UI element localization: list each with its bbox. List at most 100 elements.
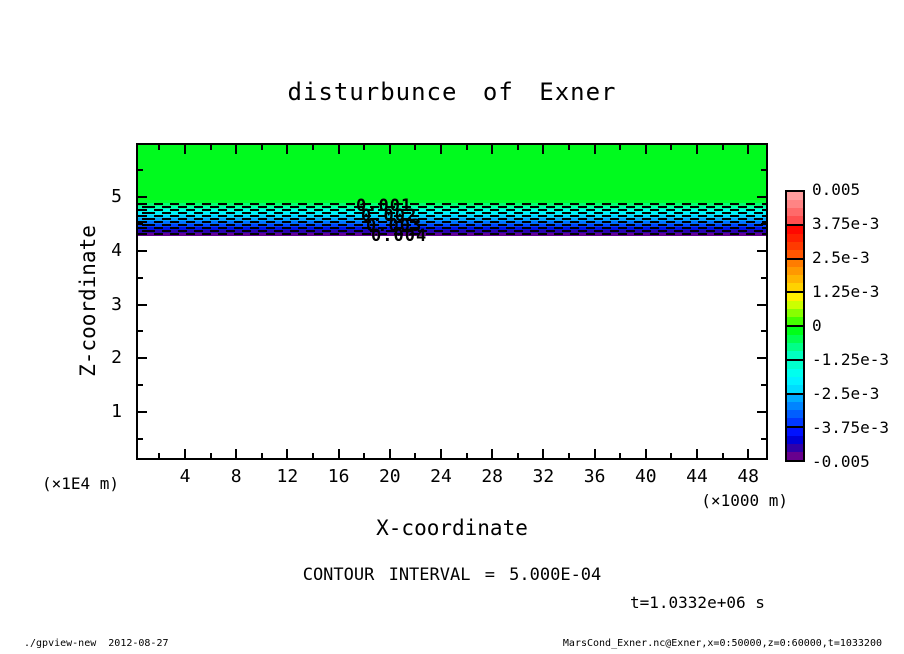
y-minor-tick: [138, 276, 143, 279]
y-major-tick: [138, 411, 147, 413]
y-major-tick: [138, 303, 147, 306]
contour-value-label: 0.002: [361, 206, 418, 226]
x-minor-tick: [619, 145, 622, 150]
x-tick-label: 40: [634, 466, 657, 487]
y-minor-tick: [761, 384, 766, 387]
plot-area: 0.001 0.002 0.003 0.004: [136, 143, 768, 460]
chart-title: disturbunce of Exner: [287, 78, 617, 106]
contour-value-label: 0.004: [371, 226, 428, 246]
x-major-tick: [440, 449, 442, 458]
x-major-tick: [388, 145, 391, 154]
x-minor-tick: [721, 453, 724, 458]
x-major-tick: [747, 449, 750, 458]
colorbar-label: -0.005: [812, 452, 870, 471]
colorbar-strip: [787, 384, 803, 393]
colorbar-strip: [787, 394, 803, 403]
colorbar-cell: [787, 223, 803, 258]
colorbar-cell: [787, 358, 803, 393]
y-tick-label: 5: [111, 186, 122, 207]
x-minor-tick: [465, 145, 468, 150]
colorbar-strip: [787, 199, 803, 208]
colorbar-strip: [787, 249, 803, 258]
colorbar-strip: [787, 233, 803, 242]
x-major-tick: [491, 449, 494, 458]
colorbar-strip: [787, 368, 803, 377]
colorbar-strip: [787, 360, 803, 369]
colorbar-label: 1.25e-3: [812, 282, 880, 301]
x-minor-tick: [414, 145, 417, 150]
dashed-contour-line: [138, 224, 766, 226]
colorbar-strip: [787, 301, 803, 310]
y-axis-unit: (×1E4 m): [42, 474, 120, 493]
x-major-tick: [644, 145, 647, 154]
colorbar-strip: [787, 327, 803, 335]
y-minor-tick: [138, 222, 143, 225]
dashed-contour-line: [138, 218, 766, 220]
x-minor-tick: [721, 145, 724, 150]
x-major-tick: [542, 145, 545, 154]
contour-interval-note: CONTOUR INTERVAL = 5.000E-04: [302, 565, 602, 585]
x-major-tick: [337, 145, 340, 154]
dashed-contour-line: [138, 212, 766, 214]
y-minor-tick: [761, 169, 766, 172]
x-minor-tick: [158, 453, 161, 458]
colorbar-strip: [787, 452, 803, 460]
colorbar-strip: [787, 283, 803, 292]
colorbar-strip: [787, 418, 803, 427]
x-minor-tick: [312, 145, 314, 150]
band-strip: [138, 200, 766, 203]
y-major-tick: [138, 357, 147, 360]
footer-command: ./gpview-new 2012-08-27: [24, 638, 169, 649]
x-minor-tick: [670, 145, 673, 150]
colorbar-label: 0.005: [812, 180, 861, 199]
colorbar-strip: [787, 376, 803, 385]
colorbar-strip: [787, 215, 803, 224]
plot-inner: 0.001 0.002 0.003 0.004: [138, 145, 766, 458]
colorbar-cell: [787, 257, 803, 292]
x-minor-tick: [260, 145, 263, 150]
x-major-tick: [337, 449, 340, 458]
colorbar-strip: [787, 410, 803, 419]
colorbar-label: -2.5e-3: [812, 384, 880, 403]
colorbar-strip: [787, 334, 803, 343]
x-major-tick: [593, 145, 596, 154]
colorbar-strip: [787, 402, 803, 411]
x-major-tick: [542, 449, 545, 458]
x-tick-label: 20: [378, 466, 401, 487]
time-stamp: t=1.0332e+06 s: [630, 593, 765, 612]
x-tick-label: 36: [583, 466, 606, 487]
x-minor-tick: [414, 453, 417, 458]
y-minor-tick: [761, 437, 766, 440]
colorbar-label: -3.75e-3: [812, 418, 890, 437]
x-tick-label: 28: [481, 466, 504, 487]
x-major-tick: [286, 145, 289, 154]
x-minor-tick: [209, 145, 212, 150]
y-minor-tick: [138, 437, 143, 440]
dashed-contour-line: [138, 221, 766, 223]
x-minor-tick: [516, 453, 519, 458]
colorbar-strip: [787, 350, 803, 359]
x-minor-tick: [465, 453, 468, 458]
x-tick-label: 8: [230, 466, 242, 487]
colorbar-strip: [787, 275, 803, 284]
colorbar-cell: [787, 192, 803, 224]
x-major-tick: [235, 145, 238, 154]
x-minor-tick: [619, 453, 622, 458]
y-minor-tick: [138, 169, 143, 172]
y-major-tick: [757, 411, 766, 413]
colorbar-strip: [787, 207, 803, 216]
x-tick-label: 48: [737, 466, 760, 487]
x-major-tick: [644, 449, 647, 458]
dashed-contour-line: [138, 227, 766, 229]
colorbar-label: 2.5e-3: [812, 248, 870, 267]
y-major-tick: [757, 249, 766, 252]
dashed-contour-line: [138, 203, 766, 205]
colorbar-strip: [787, 225, 803, 234]
x-minor-tick: [260, 453, 263, 458]
colorbar-strip: [787, 309, 803, 318]
x-minor-tick: [363, 145, 366, 150]
x-major-tick: [491, 145, 494, 154]
y-major-tick: [138, 249, 147, 252]
y-major-tick: [138, 196, 147, 198]
